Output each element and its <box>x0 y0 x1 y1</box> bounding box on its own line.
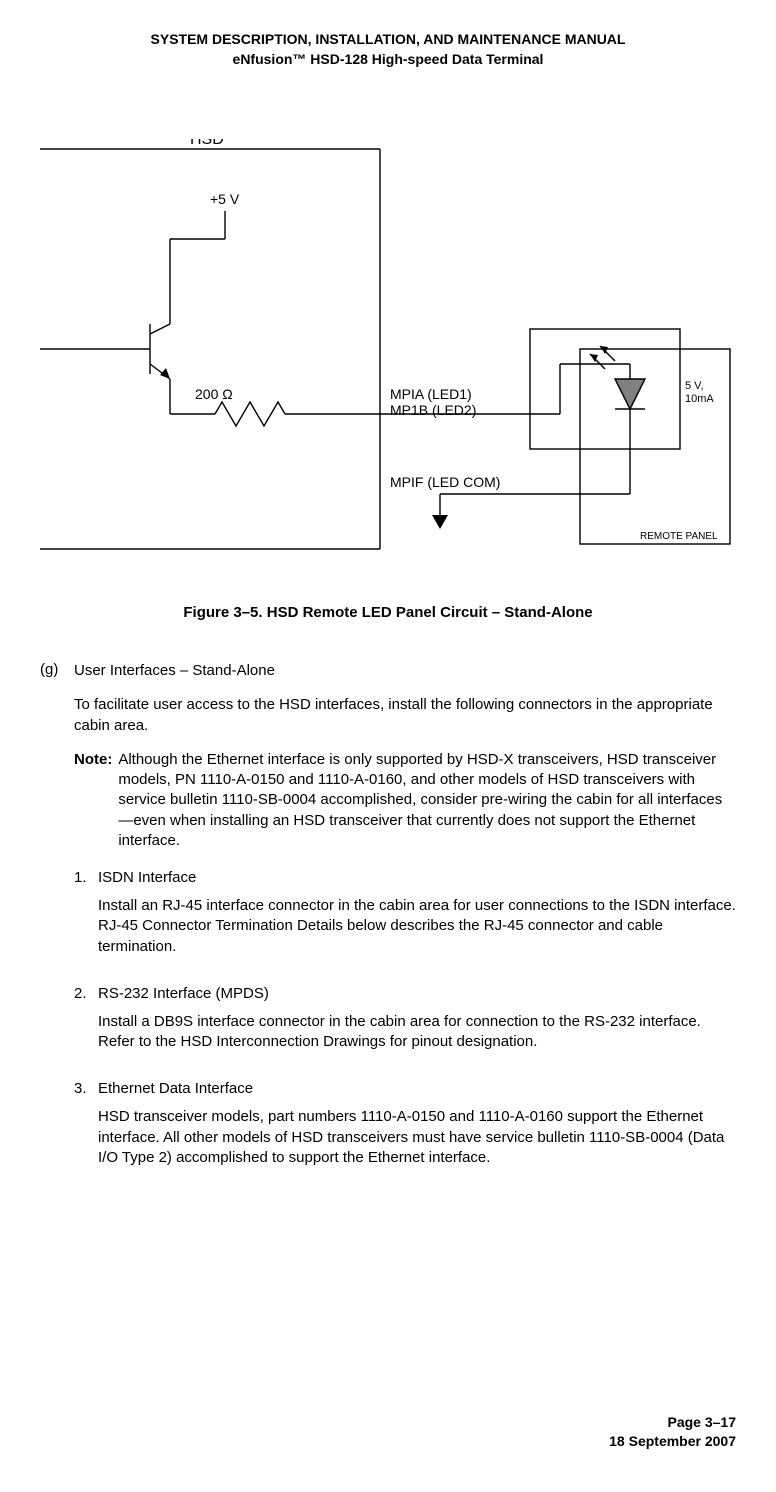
list-item: 2. RS-232 Interface (MPDS) Install a DB9… <box>74 985 736 1071</box>
list-item: 3. Ethernet Data Interface HSD transceiv… <box>74 1080 736 1186</box>
section-marker: (g) <box>40 661 74 1196</box>
voltage-label: +5 V <box>210 191 240 207</box>
header-line-1: SYSTEM DESCRIPTION, INSTALLATION, AND MA… <box>40 30 736 50</box>
footer-page: Page 3–17 <box>609 1413 736 1433</box>
panel-current-label: 10mA <box>685 393 714 405</box>
mp1b-label: MP1B (LED2) <box>390 402 476 418</box>
list-item-body: Install an RJ-45 interface connector in … <box>98 896 736 957</box>
list-item-title: RS-232 Interface (MPDS) <box>98 985 736 1002</box>
note-label: Note: <box>74 750 118 851</box>
header-line-2: eNfusion™ HSD-128 High-speed Data Termin… <box>40 50 736 70</box>
page-footer: Page 3–17 18 September 2007 <box>609 1413 736 1452</box>
emitter-arrow-icon <box>160 368 170 379</box>
resistor-label: 200 Ω <box>195 386 233 402</box>
note-block: Note: Although the Ethernet interface is… <box>74 750 736 851</box>
list-item-body: HSD transceiver models, part numbers 111… <box>98 1107 736 1168</box>
remote-panel-label: REMOTE PANEL <box>640 531 718 542</box>
mpia-label: MPIA (LED1) <box>390 386 472 402</box>
list-number: 1. <box>74 869 98 975</box>
list-number: 2. <box>74 985 98 1071</box>
section-intro: To facilitate user access to the HSD int… <box>74 695 736 736</box>
note-text: Although the Ethernet interface is only … <box>118 750 736 851</box>
list-item: 1. ISDN Interface Install an RJ-45 inter… <box>74 869 736 975</box>
circuit-diagram: HSD +5 V <box>40 139 736 574</box>
page: SYSTEM DESCRIPTION, INSTALLATION, AND MA… <box>0 0 776 1492</box>
list-item-body: Install a DB9S interface connector in th… <box>98 1012 736 1053</box>
section-body: User Interfaces – Stand-Alone To facilit… <box>74 661 736 1196</box>
circuit-svg: HSD +5 V <box>40 139 736 569</box>
section-g: (g) User Interfaces – Stand-Alone To fac… <box>40 661 736 1196</box>
diagram-title-label: HSD <box>190 139 224 148</box>
panel-voltage-label: 5 V, <box>685 380 704 392</box>
footer-date: 18 September 2007 <box>609 1432 736 1452</box>
list-item-title: Ethernet Data Interface <box>98 1080 736 1097</box>
mpif-label: MPIF (LED COM) <box>390 474 500 490</box>
list-item-title: ISDN Interface <box>98 869 736 886</box>
document-header: SYSTEM DESCRIPTION, INSTALLATION, AND MA… <box>40 30 736 69</box>
figure-caption: Figure 3–5. HSD Remote LED Panel Circuit… <box>40 604 736 621</box>
list-number: 3. <box>74 1080 98 1186</box>
ground-arrow-icon <box>432 515 448 529</box>
section-title: User Interfaces – Stand-Alone <box>74 661 736 681</box>
